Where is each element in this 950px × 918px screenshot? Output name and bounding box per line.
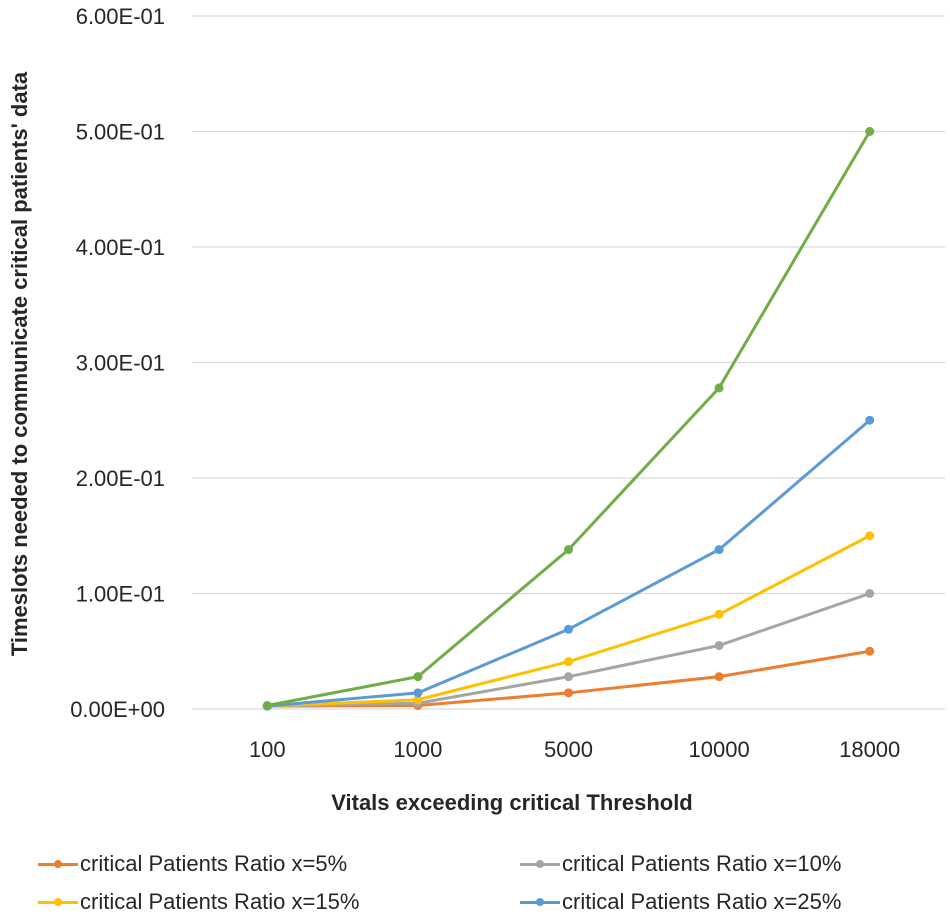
y-tick-labels: 0.00E+00 1.00E-01 2.00E-01 3.00E-01 4.00E-01… <box>70 4 165 722</box>
x-tick-label: 1000 <box>393 737 442 762</box>
data-point <box>865 589 875 598</box>
y-tick-label: 0.00E+00 <box>70 697 165 722</box>
legend-swatch <box>38 850 78 878</box>
legend-swatch <box>520 850 560 878</box>
series-5 <box>262 127 875 711</box>
y-axis-title: Timeslots needed to communicate critical… <box>7 71 32 656</box>
x-tick-label: 18000 <box>839 737 900 762</box>
data-point <box>564 624 573 634</box>
x-axis-title: Vitals exceeding critical Threshold <box>331 790 693 815</box>
y-tick-label: 5.00E-01 <box>76 120 165 145</box>
data-point <box>564 657 573 667</box>
legend-item: critical Patients Ratio x=10% <box>520 850 841 878</box>
series-lines <box>262 127 875 711</box>
legend: critical Patients Ratio x=5% critical Pat… <box>0 848 950 918</box>
x-tick-labels: 100 1000 5000 10000 18000 <box>249 737 900 762</box>
x-tick-label: 5000 <box>544 737 593 762</box>
data-point <box>413 695 423 705</box>
legend-swatch <box>520 888 560 916</box>
legend-item: critical Patients Ratio x=5% <box>38 850 347 878</box>
legend-label: critical Patients Ratio x=15% <box>80 889 360 914</box>
data-point <box>865 646 875 656</box>
series-3 <box>262 531 875 711</box>
data-point <box>714 640 724 650</box>
y-tick-label: 1.00E-01 <box>76 582 165 607</box>
data-point <box>865 531 875 541</box>
legend-label: critical Patients Ratio x=5% <box>80 851 348 876</box>
data-point <box>564 672 573 682</box>
data-point <box>714 545 724 555</box>
x-tick-label: 100 <box>249 737 286 762</box>
data-point <box>865 415 875 425</box>
data-point <box>413 688 423 698</box>
data-point <box>865 127 875 136</box>
data-point <box>714 672 724 682</box>
line-chart: 0.00E+00 1.00E-01 2.00E-01 3.00E-01 4.00E-01… <box>7 4 945 815</box>
y-tick-label: 6.00E-01 <box>76 4 165 29</box>
data-point <box>714 383 724 393</box>
legend-item: critical Patients Ratio x=15% <box>38 888 359 916</box>
x-tick-label: 10000 <box>689 737 750 762</box>
data-point <box>413 672 423 682</box>
y-tick-label: 2.00E-01 <box>76 466 165 491</box>
legend-label: critical Patients Ratio x=25% <box>562 889 842 914</box>
data-point <box>262 701 272 711</box>
data-point <box>714 609 724 619</box>
data-point <box>564 545 573 555</box>
y-tick-label: 3.00E-01 <box>76 351 165 376</box>
data-point <box>564 688 573 698</box>
legend-swatch <box>38 888 78 916</box>
y-tick-label: 4.00E-01 <box>76 235 165 260</box>
gridlines <box>192 15 945 710</box>
legend-item: critical Patients Ratio x=25% <box>520 888 841 916</box>
series-line <box>267 130 871 708</box>
legend-label: critical Patients Ratio x=10% <box>562 851 842 876</box>
